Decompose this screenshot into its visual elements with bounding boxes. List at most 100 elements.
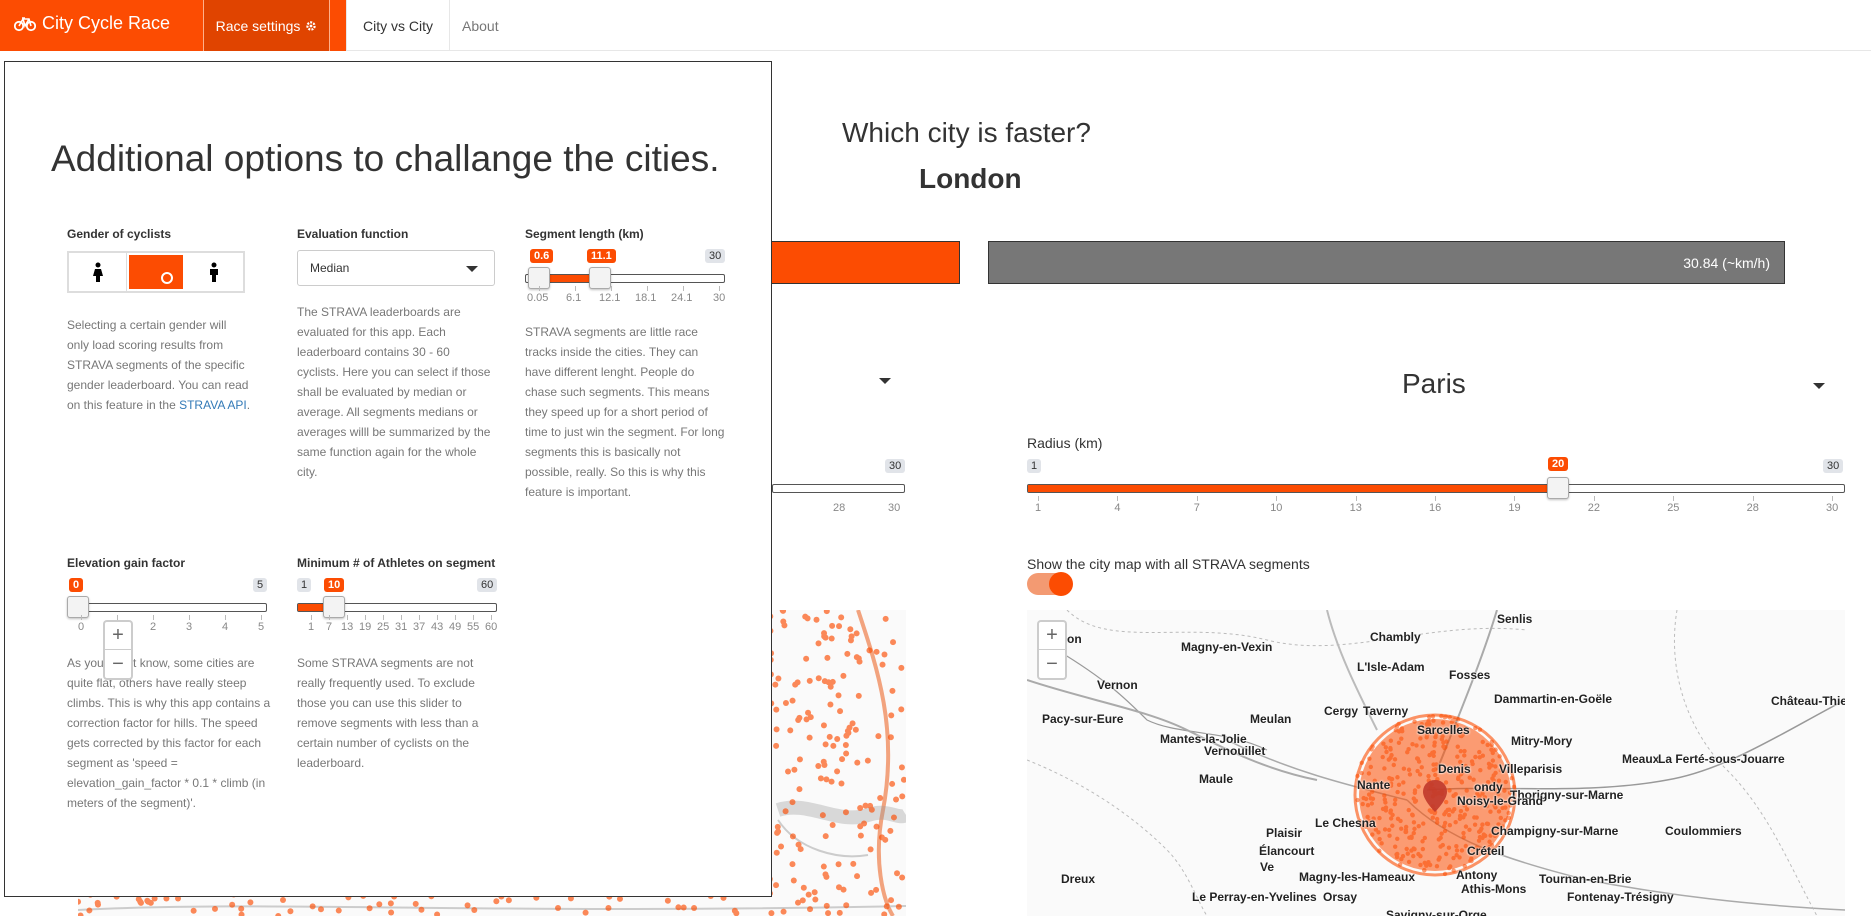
slider-tick-label: 19 (1508, 502, 1521, 514)
elevation-max: 5 (253, 578, 268, 592)
map-place-label: Coulommiers (1665, 824, 1742, 838)
athletes-slider-track[interactable] (297, 603, 497, 612)
map-toggle-label: Show the city map with all STRAVA segmen… (1027, 556, 1310, 572)
zoom-out-button[interactable]: − (112, 652, 124, 675)
slider-tick-mark (419, 615, 420, 620)
slider-tick-mark (1832, 496, 1833, 501)
map-toggle-switch[interactable] (1027, 572, 1073, 596)
gender-male-option[interactable] (185, 253, 243, 291)
radius-label: Radius (km) (1027, 435, 1103, 451)
tab-about[interactable]: About (446, 0, 515, 51)
left-speed-bar (740, 241, 960, 284)
slider-tick-mark (455, 615, 456, 620)
gender-description-text: Selecting a certain gender will only loa… (67, 318, 249, 412)
slider-tick-label: 1 (308, 621, 315, 633)
map-place-label: Denis (1438, 762, 1471, 776)
left-radius-tick: 28 (833, 502, 846, 514)
elevation-description: As you might know, some cities are quite… (67, 656, 271, 810)
map-place-label: Champigny-sur-Marne (1491, 824, 1619, 838)
tab-city-vs-city[interactable]: City vs City (346, 0, 450, 51)
slider-tick-mark (81, 615, 82, 620)
radius-slider-track[interactable] (1027, 484, 1845, 493)
slider-tick-mark (225, 615, 226, 620)
gender-toggle-group (67, 251, 245, 293)
navbar: City Cycle Race Race settings City vs Ci… (0, 0, 1871, 51)
map-place-label: Château-Thie (1771, 694, 1845, 708)
map-place-label: Élancourt (1259, 844, 1315, 858)
zoom-in-button[interactable]: + (1039, 622, 1065, 650)
tab-city-vs-city-label: City vs City (363, 17, 433, 34)
segment-length-handle-to[interactable] (589, 267, 611, 289)
slider-tick-mark (117, 615, 118, 620)
map-place-label: Chambly (1370, 630, 1421, 644)
slider-tick-label: 24.1 (671, 292, 693, 304)
slider-tick-label: 22 (1587, 502, 1601, 514)
female-icon (93, 262, 103, 282)
athletes-min: 1 (297, 578, 312, 592)
slider-tick-label: 10 (1270, 502, 1283, 514)
race-settings-panel: Additional options to challange the citi… (4, 61, 772, 897)
slider-tick-label: 13 (1349, 502, 1362, 514)
slider-tick-mark (347, 615, 348, 620)
slider-tick-label: 7 (1193, 502, 1200, 514)
left-radius-max: 30 (885, 459, 906, 473)
right-city-map[interactable]: Senlis Chambly Magny-en-Vexin L'Isle-Adam Fo… (1027, 610, 1845, 916)
left-city-dropdown-caret[interactable] (879, 378, 891, 384)
map-place-label: ondy (1474, 780, 1503, 794)
map-place-label: Vernouillet (1204, 744, 1266, 758)
slider-tick-mark (1038, 496, 1039, 501)
map-place-label: Ve (1260, 860, 1275, 874)
slider-tick-label: 18.1 (635, 292, 657, 304)
radius-value: 20 (1548, 457, 1569, 471)
map-place-label: Nante (1357, 778, 1391, 792)
right-city-select[interactable]: Paris (1027, 368, 1867, 408)
slider-tick-mark (539, 286, 540, 291)
evaluation-description: The STRAVA leaderboards are evaluated fo… (297, 305, 491, 479)
gender-female-option[interactable] (69, 253, 127, 291)
chevron-down-icon (1813, 383, 1825, 389)
slider-tick-mark (261, 615, 262, 620)
segment-length-label: Segment length (km) (525, 227, 644, 241)
left-radius-slider-track[interactable] (772, 484, 905, 493)
athletes-slider-handle[interactable] (323, 596, 345, 618)
slider-tick-label: 16 (1429, 502, 1442, 514)
segment-length-slider-track[interactable] (525, 274, 725, 283)
map-place-label: Meulan (1250, 712, 1292, 726)
slider-tick-label: 60 (485, 621, 498, 633)
map-place-label: Senlis (1497, 612, 1533, 626)
athletes-value: 10 (324, 578, 345, 592)
slider-tick-mark (1117, 496, 1119, 501)
radius-slider-handle[interactable] (1547, 477, 1569, 499)
slider-tick-mark (647, 286, 648, 291)
map-marker-icon (1423, 780, 1447, 812)
slider-tick-mark (189, 615, 190, 620)
zoom-in-button[interactable]: + (105, 622, 131, 650)
map-place-label: Athis-Mons (1461, 882, 1527, 896)
evaluation-select[interactable]: Median (297, 250, 495, 286)
segment-length-from: 0.6 (530, 249, 554, 263)
map-place-label: Dreux (1061, 872, 1096, 886)
gender-all-option[interactable] (127, 253, 185, 291)
slider-tick-label: 2 (150, 621, 157, 633)
slider-tick-mark (473, 615, 474, 620)
map-place-label: Pacy-sur-Eure (1042, 712, 1124, 726)
race-settings-button[interactable]: Race settings (203, 0, 330, 51)
evaluation-label: Evaluation function (297, 227, 409, 241)
map-place-label: Cergy (1324, 704, 1359, 718)
map-place-label: Créteil (1467, 844, 1505, 858)
radius-max: 30 (1823, 459, 1844, 473)
right-speed-value: 30.84 (~km/h) (1683, 254, 1770, 271)
toggle-knob (1049, 572, 1073, 596)
slider-tick-mark (311, 615, 312, 620)
gear-icon (306, 20, 317, 31)
zoom-out-button[interactable]: − (1046, 652, 1058, 675)
strava-api-link[interactable]: STRAVA API (179, 398, 247, 412)
slider-tick-mark (153, 615, 154, 620)
elevation-slider-handle[interactable] (67, 596, 89, 618)
right-speed-bar: 30.84 (~km/h) (988, 241, 1785, 284)
brand-link[interactable]: City Cycle Race (14, 13, 170, 34)
elevation-slider-track[interactable] (67, 603, 267, 612)
map-place-label: Savigny-sur-Orge (1386, 908, 1487, 916)
slider-tick-label: 0.05 (527, 292, 549, 304)
slider-tick-label: 3 (186, 621, 193, 633)
